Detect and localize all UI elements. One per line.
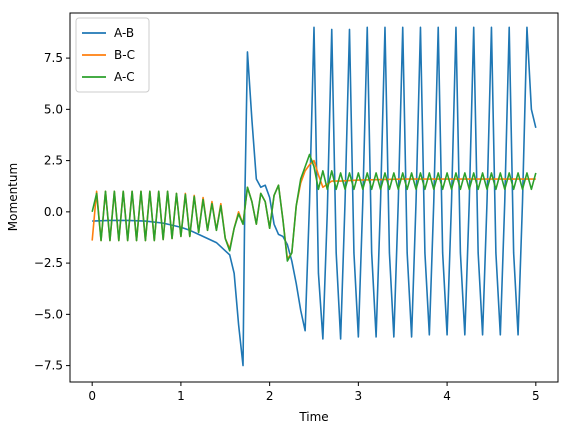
x-axis-ticks: 0 1 2 3 4 5 (88, 382, 540, 403)
x-tick-label: 3 (355, 389, 363, 403)
y-axis-ticks: −7.5 −5.0 −2.5 0.0 2.5 5.0 7.5 (34, 51, 70, 373)
y-axis-label: Momentum (6, 163, 20, 231)
x-axis-label: Time (298, 410, 328, 424)
y-tick-label: −7.5 (34, 359, 63, 373)
x-tick-label: 4 (443, 389, 451, 403)
y-tick-label: 5.0 (44, 102, 63, 116)
legend-frame (75, 17, 150, 93)
x-tick-label: 2 (266, 389, 274, 403)
axes-frame (69, 12, 559, 383)
y-tick-label: −5.0 (34, 307, 63, 321)
x-tick-label: 1 (177, 389, 185, 403)
x-tick-label: 0 (88, 389, 96, 403)
series-line-a-b (92, 26, 537, 367)
y-tick-label: −2.5 (34, 256, 63, 270)
y-tick-label: 2.5 (44, 154, 63, 168)
x-tick-label: 5 (532, 389, 540, 403)
legend: A-B B-C A-C (75, 17, 150, 93)
series-line-a-c (91, 153, 537, 262)
legend-label-a-c: A-C (114, 70, 135, 84)
plot-area (91, 26, 537, 367)
legend-label-a-b: A-B (114, 26, 134, 40)
y-tick-label: 7.5 (44, 51, 63, 65)
legend-label-b-c: B-C (114, 48, 135, 62)
y-tick-label: 0.0 (44, 205, 63, 219)
